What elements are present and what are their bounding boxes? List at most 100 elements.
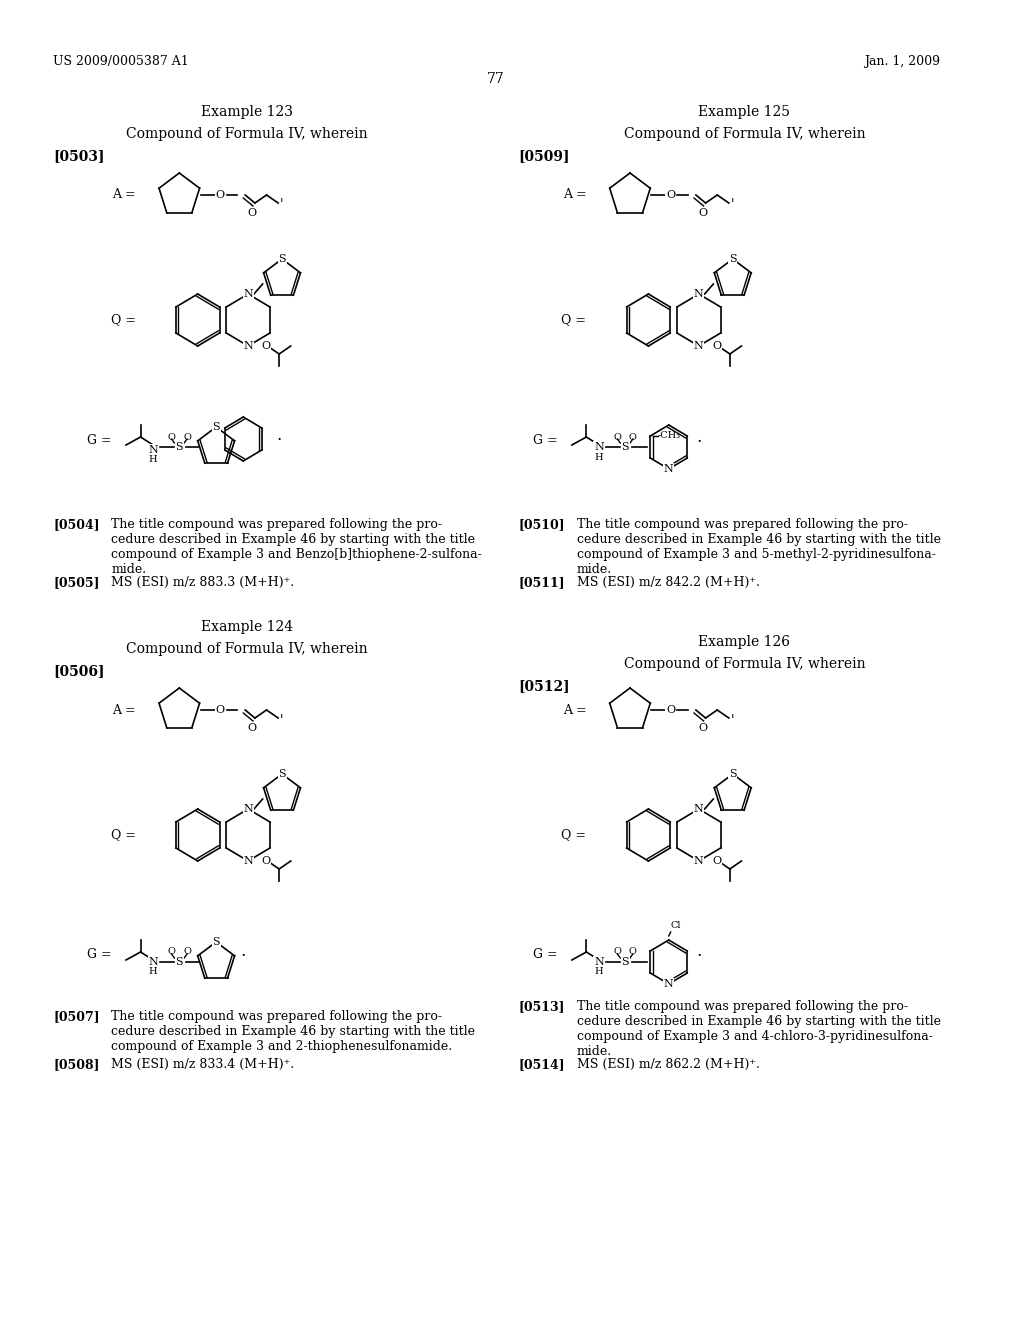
Text: N: N [694,855,703,866]
Text: [0503]: [0503] [53,149,104,162]
Text: A =: A = [112,704,136,717]
Text: Example 126: Example 126 [698,635,791,649]
Text: O: O [613,948,622,957]
Text: N: N [694,341,703,351]
Text: A =: A = [563,189,587,202]
Text: Compound of Formula IV, wherein: Compound of Formula IV, wherein [126,127,368,141]
Text: .: . [696,429,701,446]
Text: Q =: Q = [111,829,136,842]
Text: O: O [713,855,722,866]
Text: N: N [148,957,158,968]
Text: O: O [248,723,257,733]
Text: S: S [279,770,286,779]
Text: Example 123: Example 123 [201,106,293,119]
Text: A =: A = [563,704,587,717]
Text: The title compound was prepared following the pro-
cedure described in Example 4: The title compound was prepared followin… [577,517,941,576]
Text: MS (ESI) m/z 862.2 (M+H)⁺.: MS (ESI) m/z 862.2 (M+H)⁺. [577,1059,760,1071]
Text: S: S [212,937,220,946]
Text: N: N [664,465,674,474]
Text: The title compound was prepared following the pro-
cedure described in Example 4: The title compound was prepared followin… [577,1001,941,1059]
Text: N: N [244,289,253,300]
Text: The title compound was prepared following the pro-
cedure described in Example 4: The title compound was prepared followin… [112,1010,475,1053]
Text: Q =: Q = [111,314,136,326]
Text: ': ' [281,198,284,211]
Text: 77: 77 [487,73,505,86]
Text: N: N [694,804,703,814]
Text: S: S [622,442,629,451]
Text: [0506]: [0506] [53,664,104,678]
Text: [0514]: [0514] [518,1059,565,1071]
Text: N: N [244,804,253,814]
Text: H: H [595,453,603,462]
Text: Q =: Q = [561,829,587,842]
Text: MS (ESI) m/z 883.3 (M+H)⁺.: MS (ESI) m/z 883.3 (M+H)⁺. [112,576,295,589]
Text: S: S [279,253,286,264]
Text: O: O [215,705,224,715]
Text: ': ' [731,198,734,211]
Text: H: H [148,455,158,465]
Text: MS (ESI) m/z 842.2 (M+H)⁺.: MS (ESI) m/z 842.2 (M+H)⁺. [577,576,760,589]
Text: N: N [244,855,253,866]
Text: [0513]: [0513] [518,1001,565,1012]
Text: N: N [594,957,604,968]
Text: O: O [667,705,675,715]
Text: S: S [212,422,220,432]
Text: US 2009/0005387 A1: US 2009/0005387 A1 [53,55,189,69]
Text: .: . [241,944,246,961]
Text: N: N [664,979,674,989]
Text: Compound of Formula IV, wherein: Compound of Formula IV, wherein [126,642,368,656]
Text: O: O [629,433,637,441]
Text: S: S [729,253,736,264]
Text: S: S [175,442,183,451]
Text: O: O [215,190,224,201]
Text: [0510]: [0510] [518,517,565,531]
Text: S: S [175,957,183,968]
Text: .: . [696,944,701,961]
Text: O: O [713,341,722,351]
Text: O: O [667,190,675,201]
Text: O: O [698,723,708,733]
Text: O: O [183,433,191,441]
Text: Example 124: Example 124 [201,620,293,634]
Text: O: O [629,948,637,957]
Text: H: H [595,968,603,977]
Text: O: O [262,341,270,351]
Text: The title compound was prepared following the pro-
cedure described in Example 4: The title compound was prepared followin… [112,517,482,576]
Text: N: N [148,445,158,455]
Text: H: H [148,968,158,977]
Text: MS (ESI) m/z 833.4 (M+H)⁺.: MS (ESI) m/z 833.4 (M+H)⁺. [112,1059,295,1071]
Text: Compound of Formula IV, wherein: Compound of Formula IV, wherein [624,657,865,671]
Text: O: O [168,948,175,957]
Text: [0505]: [0505] [53,576,99,589]
Text: Example 125: Example 125 [698,106,791,119]
Text: [0509]: [0509] [518,149,570,162]
Text: A =: A = [112,189,136,202]
Text: N: N [594,442,604,451]
Text: N: N [694,289,703,300]
Text: O: O [168,433,175,441]
Text: Cl: Cl [671,921,681,931]
Text: Compound of Formula IV, wherein: Compound of Formula IV, wherein [624,127,865,141]
Text: O: O [183,948,191,957]
Text: N: N [244,341,253,351]
Text: [0504]: [0504] [53,517,100,531]
Text: S: S [622,957,629,968]
Text: ': ' [731,714,734,726]
Text: G =: G = [87,433,112,446]
Text: O: O [262,855,270,866]
Text: O: O [698,209,708,218]
Text: G =: G = [532,949,557,961]
Text: [0508]: [0508] [53,1059,99,1071]
Text: .: . [276,426,282,444]
Text: [0512]: [0512] [518,678,570,693]
Text: G =: G = [532,433,557,446]
Text: S: S [729,770,736,779]
Text: [0507]: [0507] [53,1010,100,1023]
Text: Q =: Q = [561,314,587,326]
Text: ': ' [281,714,284,726]
Text: O: O [248,209,257,218]
Text: O: O [613,433,622,441]
Text: Jan. 1, 2009: Jan. 1, 2009 [864,55,940,69]
Text: -CH₃: -CH₃ [658,432,681,441]
Text: [0511]: [0511] [518,576,565,589]
